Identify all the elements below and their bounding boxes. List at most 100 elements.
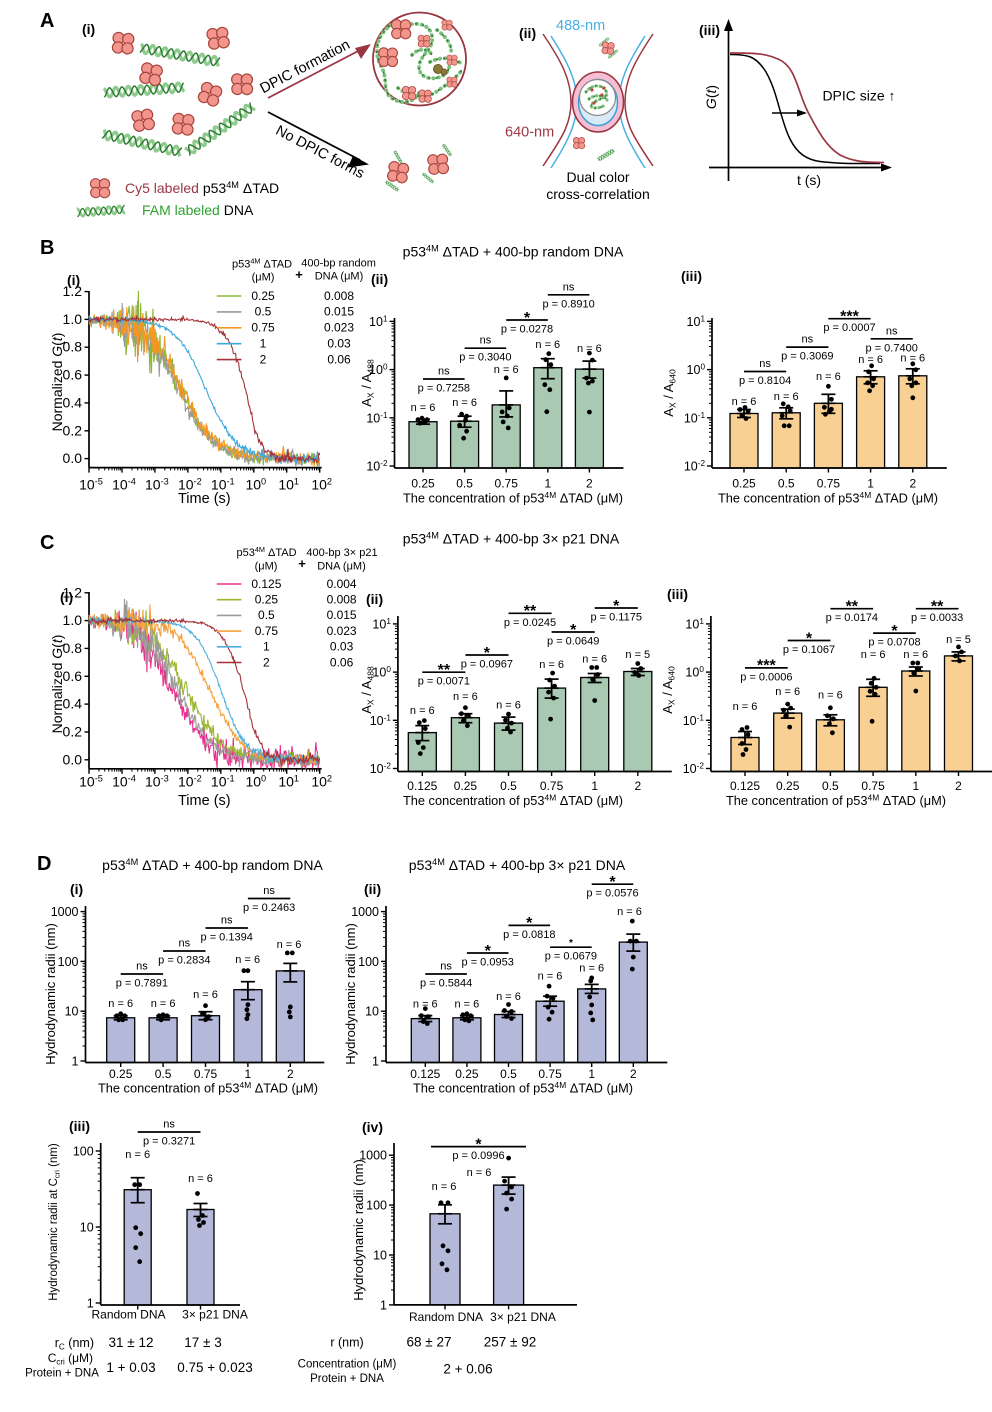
svg-text:p = 0.3040: p = 0.3040 [459,352,511,364]
svg-text:10-2: 10-2 [178,477,202,493]
svg-text:0.75: 0.75 [540,779,564,793]
svg-text:0.6: 0.6 [63,367,83,383]
svg-text:0.25: 0.25 [255,593,279,607]
svg-text:p = 0.0576: p = 0.0576 [586,888,638,900]
svg-text:1.2: 1.2 [63,584,83,600]
svg-text:DNA (μM): DNA (μM) [315,271,364,283]
svg-text:3× p21 DNA: 3× p21 DNA [490,1310,556,1324]
svg-text:n = 6: n = 6 [188,1173,213,1185]
svg-text:Hydrodynamic radii (nm): Hydrodynamic radii (nm) [343,923,358,1065]
svg-text:0.015: 0.015 [324,305,354,319]
svg-text:2: 2 [263,655,270,669]
svg-text:1.0: 1.0 [63,612,83,628]
svg-text:3× p21 DNA: 3× p21 DNA [182,1308,248,1322]
svg-text:Hydrodynamic radii (nm): Hydrodynamic radii (nm) [351,1159,366,1301]
svg-text:1.0: 1.0 [63,311,83,327]
svg-text:10-2: 10-2 [178,774,202,790]
svg-text:2: 2 [586,477,593,491]
svg-text:ns: ns [759,358,771,370]
svg-text:Cy5 labeled p534M ΔTAD: Cy5 labeled p534M ΔTAD [125,180,279,196]
svg-text:p = 0.0007: p = 0.0007 [823,322,875,334]
svg-text:0.8: 0.8 [63,640,83,656]
svg-text:AX / A640: AX / A640 [661,369,678,417]
svg-text:(i): (i) [70,881,83,897]
svg-text:0.023: 0.023 [324,321,354,335]
svg-text:(iii): (iii) [699,22,720,38]
svg-text:1: 1 [72,1055,79,1069]
svg-text:1: 1 [867,477,874,491]
svg-text:10: 10 [80,1221,94,1235]
svg-text:Hydrodynamic radii (nm): Hydrodynamic radii (nm) [43,923,58,1065]
svg-text:1: 1 [260,337,267,351]
svg-text:0.023: 0.023 [327,624,357,638]
svg-text:10-3: 10-3 [145,774,169,790]
svg-text:n = 6: n = 6 [774,391,799,403]
svg-text:n = 6: n = 6 [413,999,438,1011]
svg-text:400-bp 3× p21: 400-bp 3× p21 [306,547,377,559]
svg-text:0.03: 0.03 [330,640,354,654]
svg-text:0.0: 0.0 [63,751,83,767]
svg-text:0.75: 0.75 [495,477,519,491]
svg-text:p = 0.7258: p = 0.7258 [418,383,470,395]
svg-text:p534M ΔTAD + 400-bp 3× p21 DNA: p534M ΔTAD + 400-bp 3× p21 DNA [403,531,620,547]
svg-text:p = 0.3069: p = 0.3069 [781,351,833,363]
svg-text:n = 6: n = 6 [277,939,302,951]
svg-text:0.75: 0.75 [538,1067,562,1081]
svg-text:*: * [484,645,491,662]
svg-text:0.5: 0.5 [778,477,795,491]
svg-text:1000: 1000 [51,905,79,919]
svg-text:n = 6: n = 6 [579,962,604,974]
svg-text:(ii): (ii) [366,591,383,607]
svg-text:p534M ΔTAD: p534M ΔTAD [232,257,292,271]
svg-text:p = 0.7400: p = 0.7400 [866,342,918,354]
svg-text:(iii): (iii) [681,268,702,284]
svg-text:ns: ns [136,961,148,973]
svg-text:10-5: 10-5 [79,477,103,493]
svg-text:n = 6: n = 6 [535,339,560,351]
svg-text:0.5: 0.5 [456,477,473,491]
svg-text:p = 0.2463: p = 0.2463 [243,902,295,914]
svg-text:p = 0.0245: p = 0.0245 [504,617,556,629]
svg-text:68 ± 27: 68 ± 27 [407,1335,452,1350]
svg-text:400-bp random: 400-bp random [301,258,376,270]
svg-text:**: ** [931,599,944,616]
svg-text:Random DNA: Random DNA [91,1308,165,1322]
svg-text:(i): (i) [67,272,80,288]
svg-text:0.25: 0.25 [251,289,275,303]
svg-text:+: + [298,556,306,571]
svg-text:n = 6: n = 6 [453,691,478,703]
svg-text:n = 6: n = 6 [496,991,521,1003]
svg-text:102: 102 [311,774,332,790]
svg-text:***: *** [840,309,859,326]
svg-text:p = 0.1067: p = 0.1067 [783,644,835,656]
svg-text:p = 0.0174: p = 0.0174 [826,612,878,624]
svg-text:0.2: 0.2 [63,724,83,740]
svg-text:n = 6: n = 6 [494,364,519,376]
svg-text:0.06: 0.06 [330,655,354,669]
svg-text:n = 6: n = 6 [861,649,886,661]
svg-text:p = 0.8910: p = 0.8910 [542,298,594,310]
svg-text:10: 10 [373,1249,387,1263]
svg-text:n = 6: n = 6 [193,989,218,1001]
svg-text:n = 6: n = 6 [617,906,642,918]
svg-text:p = 0.0071: p = 0.0071 [418,676,470,688]
svg-text:0.125: 0.125 [251,577,281,591]
svg-text:The concentration of p534M ΔTA: The concentration of p534M ΔTAD (μM) [403,792,623,808]
svg-text:n = 6: n = 6 [496,700,521,712]
svg-text:n = 6: n = 6 [538,971,563,983]
svg-text:(ii): (ii) [371,271,388,287]
svg-text:n = 6: n = 6 [858,354,883,366]
svg-text:p = 0.8104: p = 0.8104 [739,375,791,387]
svg-text:10: 10 [365,1005,379,1019]
svg-text:1000: 1000 [351,905,379,919]
svg-text:10-2: 10-2 [370,762,392,777]
svg-text:p = 0.0967: p = 0.0967 [461,659,513,671]
svg-text:1: 1 [544,477,551,491]
svg-text:0.6: 0.6 [63,668,83,684]
svg-text:1.2: 1.2 [63,283,83,299]
svg-text:0.125: 0.125 [410,1067,440,1081]
svg-text:C: C [40,532,54,554]
svg-text:2: 2 [287,1067,294,1081]
svg-text:FAM labeled DNA: FAM labeled DNA [142,202,254,218]
svg-text:(ii): (ii) [364,881,381,897]
